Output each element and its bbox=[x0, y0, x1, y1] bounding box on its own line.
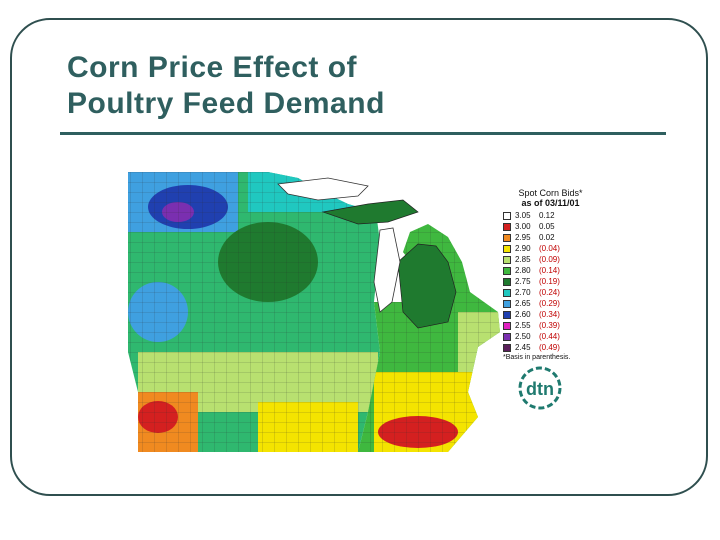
legend-row: 2.95 0.02 bbox=[503, 232, 598, 243]
legend-price: 2.80 bbox=[515, 266, 531, 275]
legend-title-line-2: as of 03/11/01 bbox=[521, 198, 580, 208]
legend-swatch bbox=[503, 266, 511, 275]
legend-row: 2.60 (0.34) bbox=[503, 309, 598, 320]
legend-row: 2.45 (0.49) bbox=[503, 342, 598, 353]
legend-row: 2.85 (0.09) bbox=[503, 254, 598, 265]
legend-swatch bbox=[503, 288, 511, 297]
legend-price: 2.95 bbox=[515, 233, 531, 242]
logo-text: dtn bbox=[526, 379, 554, 399]
legend-basis: (0.39) bbox=[539, 321, 560, 330]
legend-price: 2.75 bbox=[515, 277, 531, 286]
lake-superior bbox=[277, 177, 369, 201]
legend-row: 2.90 (0.04) bbox=[503, 243, 598, 254]
dtn-logo-icon: dtn bbox=[518, 366, 562, 410]
legend-basis: (0.49) bbox=[539, 343, 560, 352]
legend-footnote: *Basis in parenthesis. bbox=[503, 354, 571, 361]
legend-row: 2.75 (0.19) bbox=[503, 276, 598, 287]
legend-price: 2.85 bbox=[515, 255, 531, 264]
legend-price: 3.00 bbox=[515, 222, 531, 231]
legend-swatch bbox=[503, 255, 511, 264]
legend-row: 3.05 0.12 bbox=[503, 210, 598, 221]
title-underline bbox=[60, 132, 666, 135]
legend-title-line-1: Spot Corn Bids* bbox=[518, 188, 583, 198]
dtn-logo: dtn bbox=[514, 364, 570, 412]
legend-basis: (0.44) bbox=[539, 332, 560, 341]
title-line-2: Poultry Feed Demand bbox=[67, 87, 385, 120]
legend-swatch bbox=[503, 211, 511, 220]
legend-row: 2.65 (0.29) bbox=[503, 298, 598, 309]
legend-basis: (0.19) bbox=[539, 277, 560, 286]
legend-swatch bbox=[503, 233, 511, 242]
legend-swatch bbox=[503, 310, 511, 319]
legend-row: 2.70 (0.24) bbox=[503, 287, 598, 298]
legend-swatch bbox=[503, 343, 511, 352]
west-region bbox=[128, 172, 380, 452]
title-line-1: Corn Price Effect of bbox=[67, 51, 358, 84]
legend-price: 3.05 bbox=[515, 211, 531, 220]
lake-michigan bbox=[373, 227, 401, 313]
legend-price: 2.70 bbox=[515, 288, 531, 297]
legend-price: 2.60 bbox=[515, 310, 531, 319]
legend-basis: (0.09) bbox=[539, 255, 560, 264]
legend-price: 2.50 bbox=[515, 332, 531, 341]
legend-basis: 0.05 bbox=[539, 222, 555, 231]
michigan-lower bbox=[397, 243, 457, 329]
legend-price: 2.65 bbox=[515, 299, 531, 308]
legend-basis: (0.14) bbox=[539, 266, 560, 275]
legend-title: Spot Corn Bids* as of 03/11/01 bbox=[503, 188, 598, 208]
legend-swatch bbox=[503, 332, 511, 341]
legend-swatch bbox=[503, 299, 511, 308]
legend-basis: 0.02 bbox=[539, 233, 555, 242]
legend-price: 2.55 bbox=[515, 321, 531, 330]
legend-price: 2.90 bbox=[515, 244, 531, 253]
legend-rows: 3.05 0.12 3.00 0.05 2.95 0.02 2.90 (0.04) 2.85 (0… bbox=[503, 210, 598, 353]
legend-basis: (0.24) bbox=[539, 288, 560, 297]
legend-swatch bbox=[503, 244, 511, 253]
legend-basis: 0.12 bbox=[539, 211, 555, 220]
legend-swatch bbox=[503, 321, 511, 330]
corn-price-map bbox=[118, 152, 592, 478]
legend-price: 2.45 bbox=[515, 343, 531, 352]
legend-row: 2.80 (0.14) bbox=[503, 265, 598, 276]
legend-basis: (0.29) bbox=[539, 299, 560, 308]
legend-row: 2.50 (0.44) bbox=[503, 331, 598, 342]
legend-swatch bbox=[503, 222, 511, 231]
legend-basis: (0.34) bbox=[539, 310, 560, 319]
michigan-upper bbox=[321, 199, 419, 225]
legend-row: 3.00 0.05 bbox=[503, 221, 598, 232]
legend-swatch bbox=[503, 277, 511, 286]
legend-row: 2.55 (0.39) bbox=[503, 320, 598, 331]
midwest-map-svg bbox=[128, 172, 500, 452]
legend-basis: (0.04) bbox=[539, 244, 560, 253]
slide-title: Corn Price Effect of Poultry Feed Demand bbox=[67, 50, 667, 122]
map-legend: Spot Corn Bids* as of 03/11/01 3.05 0.12 3… bbox=[503, 188, 598, 361]
